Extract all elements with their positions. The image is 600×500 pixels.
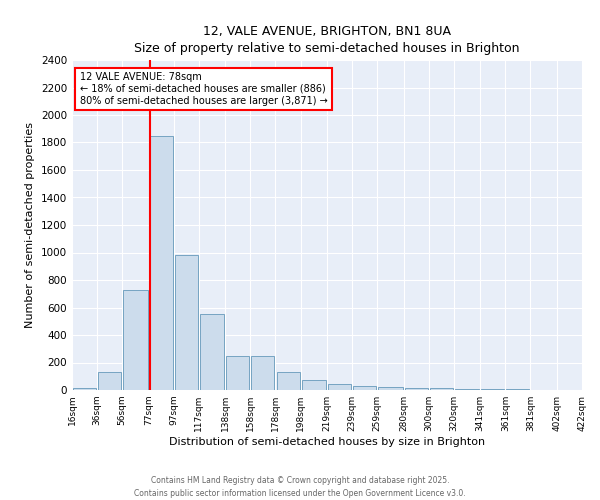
X-axis label: Distribution of semi-detached houses by size in Brighton: Distribution of semi-detached houses by … (169, 437, 485, 447)
Text: 12 VALE AVENUE: 78sqm
← 18% of semi-detached houses are smaller (886)
80% of sem: 12 VALE AVENUE: 78sqm ← 18% of semi-deta… (80, 72, 327, 106)
Bar (149, 136, 173, 390)
Bar (277, 372, 299, 390)
Bar (251, 356, 274, 390)
Bar (200, 314, 224, 390)
Bar (73, 388, 96, 390)
Bar (328, 384, 351, 390)
Bar (430, 388, 453, 390)
Bar (379, 386, 403, 390)
Bar (302, 380, 326, 390)
Bar (226, 356, 250, 390)
Bar (175, 255, 198, 390)
Bar (98, 372, 121, 390)
Bar (404, 388, 428, 390)
Bar (124, 290, 148, 390)
Y-axis label: Number of semi-detached properties: Number of semi-detached properties (25, 122, 35, 328)
Text: Contains HM Land Registry data © Crown copyright and database right 2025.
Contai: Contains HM Land Registry data © Crown c… (134, 476, 466, 498)
Bar (353, 386, 376, 390)
Bar (455, 389, 479, 390)
Title: 12, VALE AVENUE, BRIGHTON, BN1 8UA
Size of property relative to semi-detached ho: 12, VALE AVENUE, BRIGHTON, BN1 8UA Size … (134, 24, 520, 54)
